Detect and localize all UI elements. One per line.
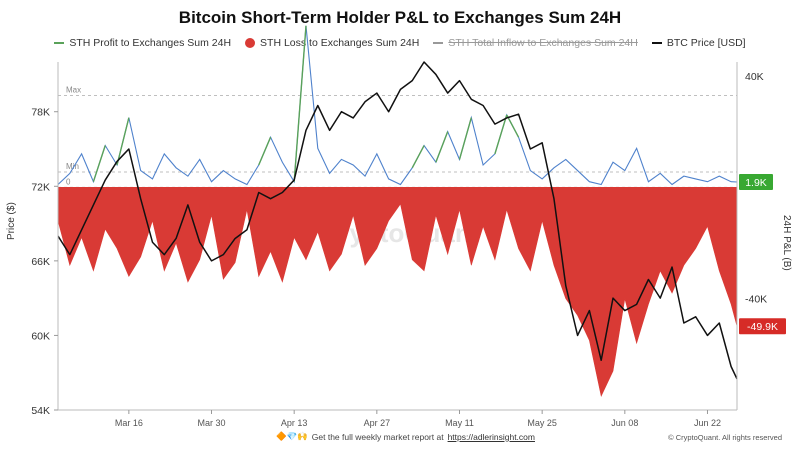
footer: 🔶💎🙌 Get the full weekly market report at… bbox=[276, 431, 535, 442]
y-left-tick-label: 78K bbox=[31, 107, 50, 119]
badge-layer: 1.9K -49.9K bbox=[739, 173, 786, 335]
legend-item-sth-profit[interactable]: STH Profit to Exchanges Sum 24H bbox=[54, 37, 231, 49]
x-tick-label: Apr 13 bbox=[281, 418, 308, 428]
grid-layer: Max Min 0 bbox=[58, 85, 737, 188]
end-value-badge bbox=[739, 173, 773, 190]
y-left-tick-label: 60K bbox=[31, 330, 50, 342]
legend-label-sth-profit: STH Profit to Exchanges Sum 24H bbox=[69, 37, 232, 49]
series-sth-loss-area bbox=[57, 186, 738, 398]
area-layer bbox=[57, 186, 738, 398]
end-value-badge bbox=[739, 318, 786, 335]
chart-title: Bitcoin Short-Term Holder P&L to Exchang… bbox=[178, 8, 622, 27]
reference-label-min: Min bbox=[66, 162, 79, 171]
x-tick-label: May 25 bbox=[527, 418, 557, 428]
x-tick-label: May 11 bbox=[445, 418, 474, 428]
y-left-tick-label: 72K bbox=[31, 181, 50, 193]
legend-label-sth-total-inflow: STH Total Inflow to Exchanges Sum 24H bbox=[448, 37, 638, 49]
series-btc-price-line bbox=[57, 61, 738, 380]
legend-item-sth-total-inflow[interactable]: STH Total Inflow to Exchanges Sum 24H bbox=[433, 37, 638, 49]
legend-label-btc-price: BTC Price [USD] bbox=[666, 37, 746, 49]
footer-emoji-icons: 🔶💎🙌 bbox=[276, 431, 308, 441]
reference-label-0: 0 bbox=[66, 177, 71, 186]
series-sth-profit-peak-segment bbox=[293, 25, 307, 182]
end-value-badge-label: 1.9K bbox=[745, 177, 767, 189]
y-right-tick-label: 40K bbox=[745, 71, 764, 83]
series-sth-profit-peak-segment bbox=[506, 114, 520, 138]
series-sth-profit-line bbox=[57, 25, 738, 186]
legend-item-sth-loss[interactable]: STH Loss to Exchanges Sum 24H bbox=[245, 37, 419, 49]
legend: STH Profit to Exchanges Sum 24H STH Loss… bbox=[0, 37, 800, 49]
series-sth-profit-peak-segment bbox=[435, 131, 449, 163]
y-left-tick-label: 54K bbox=[31, 405, 50, 417]
footer-text: Get the full weekly market report at bbox=[311, 431, 444, 442]
series-sth-profit-peak-segment bbox=[458, 117, 472, 160]
x-tick-label: Jun 22 bbox=[694, 418, 721, 428]
series-sth-profit-peak-segment bbox=[411, 145, 425, 169]
x-tick-label: Jun 08 bbox=[611, 418, 638, 428]
x-tick-label: Mar 30 bbox=[198, 418, 226, 428]
legend-swatch-sth-profit bbox=[54, 42, 65, 44]
legend-swatch-sth-total-inflow bbox=[433, 42, 444, 44]
footer-link[interactable]: https://adlerinsight.com bbox=[447, 431, 535, 442]
y-left-tick-label: 66K bbox=[31, 256, 50, 268]
legend-item-btc-price[interactable]: BTC Price [USD] bbox=[651, 37, 746, 49]
series-sth-profit-peak-segment bbox=[116, 117, 130, 166]
legend-label-sth-loss: STH Loss to Exchanges Sum 24H bbox=[260, 37, 420, 49]
axis-layer: 54K 60K 66K 72K 78K 40K -40K Mar 16 Mar 30 Apr 13… bbox=[31, 62, 767, 428]
x-tick-label: Apr 27 bbox=[364, 418, 391, 428]
reference-label-max: Max bbox=[66, 85, 81, 94]
legend-swatch-sth-loss bbox=[245, 38, 256, 48]
end-value-badge-label: -49.9K bbox=[747, 321, 778, 333]
line-layer bbox=[57, 25, 738, 380]
series-sth-profit-peak-segment bbox=[494, 114, 508, 155]
series-sth-profit-peak-segment bbox=[92, 145, 106, 182]
copyright: © CryptoQuant. All rights reserved bbox=[668, 433, 782, 442]
legend-swatch-btc-price bbox=[651, 42, 662, 44]
y-right-tick-label: -40K bbox=[745, 294, 767, 306]
series-sth-profit-peak-segment bbox=[258, 136, 272, 166]
x-tick-label: Mar 16 bbox=[115, 418, 143, 428]
